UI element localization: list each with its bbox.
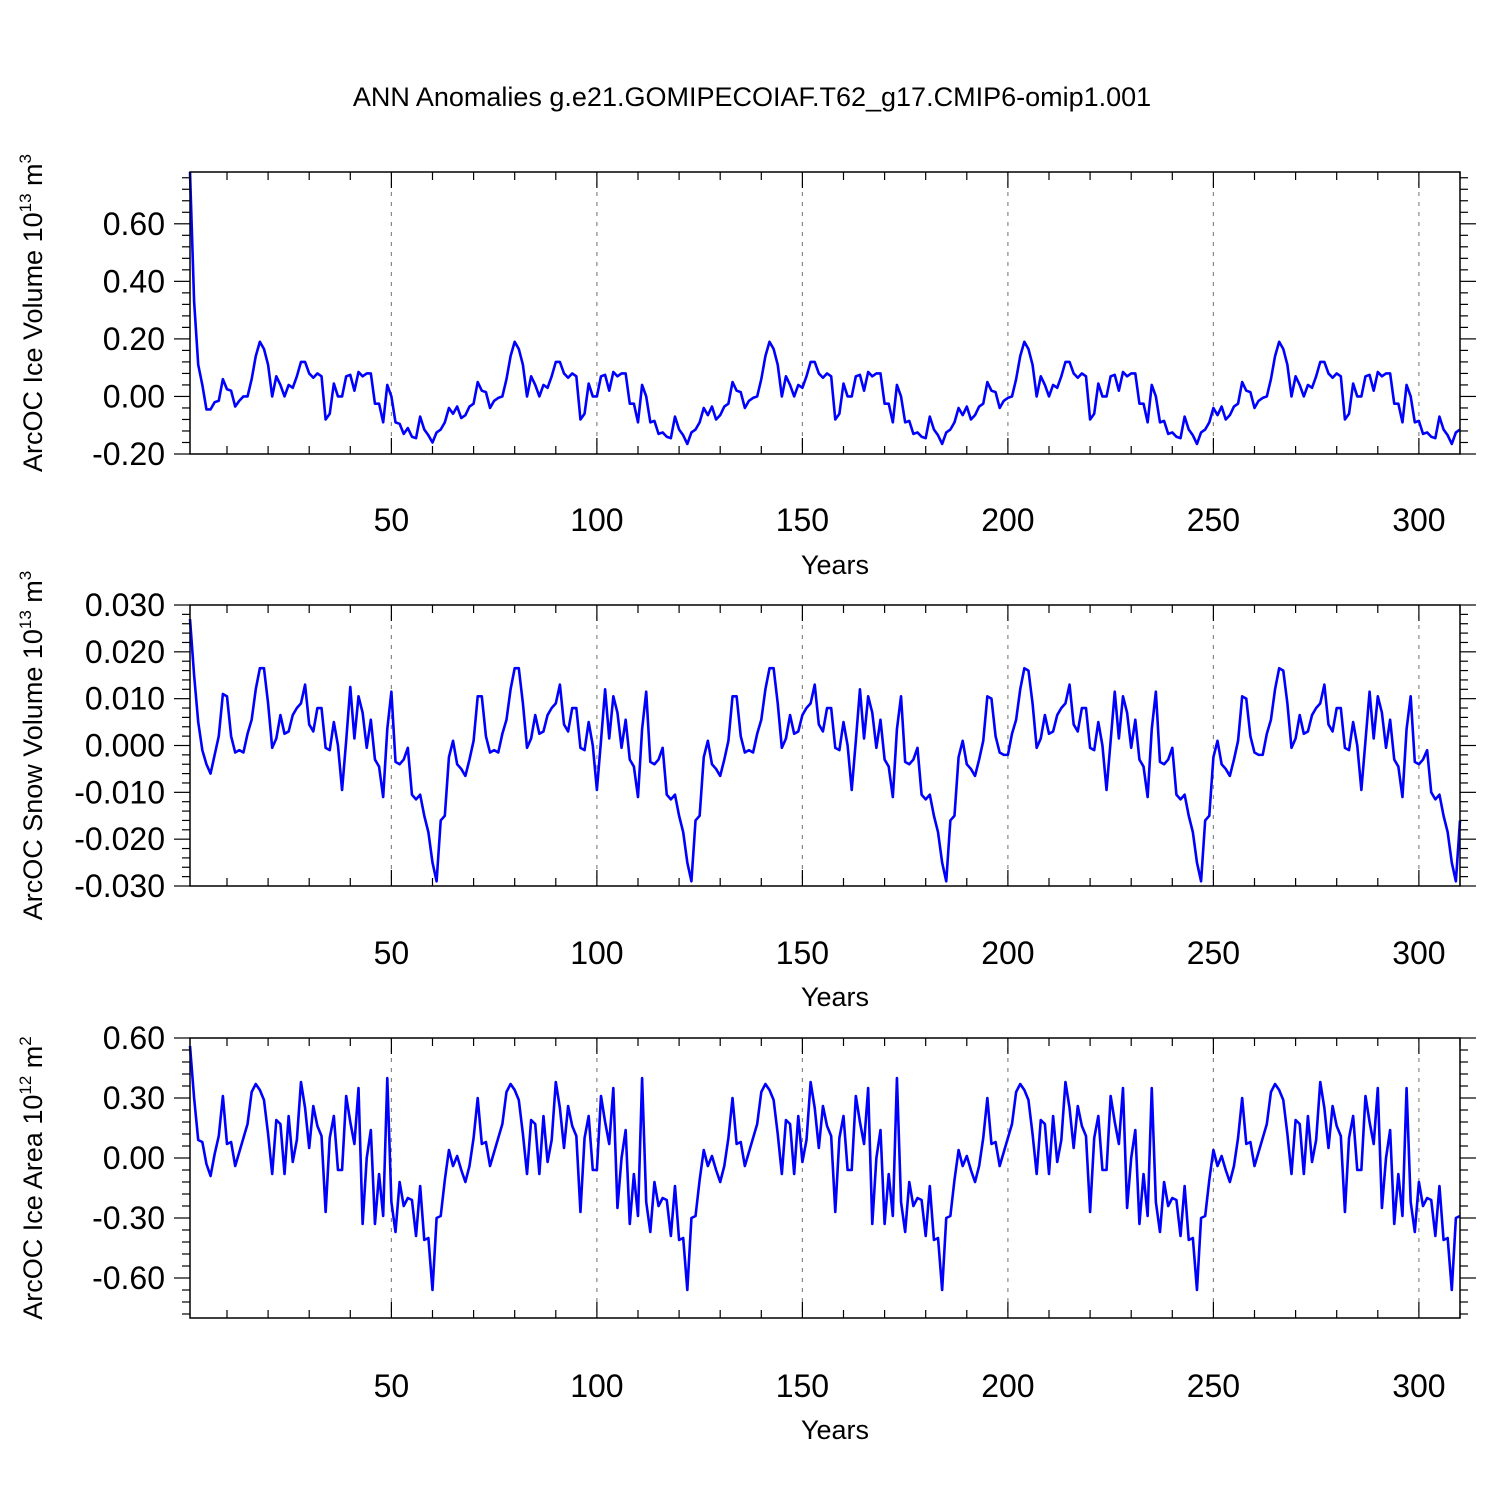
y-tick-label: 0.60 — [103, 1020, 165, 1056]
x-tick-label: 300 — [1392, 1368, 1445, 1404]
y-axis-title-unit-exponent: 3 — [16, 571, 35, 580]
x-axis-title: Years — [801, 982, 869, 1012]
y-tick-label: -0.010 — [74, 774, 165, 810]
y-tick-label: -0.30 — [92, 1200, 165, 1236]
x-tick-label: 100 — [570, 502, 623, 538]
plot-frame — [189, 1037, 1461, 1319]
y-axis-title-exponent: 13 — [16, 193, 35, 212]
x-tick-label: 250 — [1187, 1368, 1240, 1404]
y-tick-label: -0.20 — [92, 436, 165, 472]
panel-ice-volume: 50 100 150 200 250 300 -0.20 0.00 0.20 0.40 0.60 Ye… — [16, 154, 1476, 580]
y-axis-title-unit-exponent: 2 — [16, 1036, 35, 1045]
series-line — [188, 618, 1462, 883]
x-tick-label: 100 — [570, 1368, 623, 1404]
series-line — [188, 171, 1461, 446]
x-tick-label: 150 — [776, 1368, 829, 1404]
x-tick-label: 300 — [1392, 502, 1445, 538]
x-tick-label: 100 — [570, 935, 623, 971]
y-axis-title-text: ArcOC Ice Area 10 — [18, 1095, 48, 1320]
y-tick-label: 0.000 — [85, 728, 165, 764]
x-tick-label: 200 — [981, 935, 1034, 971]
y-tick-label: 0.40 — [103, 263, 165, 299]
y-axis-title-unit: m — [18, 1046, 48, 1076]
y-tick-label: -0.60 — [92, 1260, 165, 1296]
y-tick-label: 0.00 — [103, 378, 165, 414]
y-axis-title: ArcOC Ice Area 1012 m2 — [16, 1036, 48, 1320]
y-tick-label: 0.60 — [103, 206, 165, 242]
x-axis-title: Years — [801, 1415, 869, 1445]
x-tick-label: 50 — [374, 1368, 410, 1404]
y-tick-label: 0.30 — [103, 1080, 165, 1116]
x-tick-label: 200 — [981, 1368, 1034, 1404]
x-tick-label: 250 — [1187, 502, 1240, 538]
y-tick-label: 0.010 — [85, 681, 165, 717]
panel-snow-volume: 50 100 150 200 250 300 -0.030 -0.020 -0.010 0.000… — [16, 571, 1476, 1012]
y-axis-title-text: ArcOC Ice Volume 10 — [18, 212, 48, 472]
x-axis-title: Years — [801, 550, 869, 580]
x-tick-label: 200 — [981, 502, 1034, 538]
series-line — [188, 1045, 1461, 1292]
y-tick-label: 0.020 — [85, 634, 165, 670]
y-axis-title: ArcOC Ice Volume 1013 m3 — [16, 154, 48, 472]
y-tick-label: 0.00 — [103, 1140, 165, 1176]
plot-frame — [189, 171, 1461, 455]
y-axis-title-unit-exponent: 3 — [16, 154, 35, 163]
y-axis-title-exponent: 13 — [16, 610, 35, 629]
x-tick-label: 150 — [776, 502, 829, 538]
y-tick-label: -0.030 — [74, 868, 165, 904]
chart-title: ANN Anomalies g.e21.GOMIPECOIAF.T62_g17.… — [353, 82, 1151, 112]
y-axis-title-exponent: 12 — [16, 1076, 35, 1095]
x-tick-label: 150 — [776, 935, 829, 971]
y-tick-label: 0.20 — [103, 321, 165, 357]
y-axis-title-unit: m — [18, 163, 48, 193]
x-tick-label: 50 — [374, 935, 410, 971]
panels: 50 100 150 200 250 300-0.200.000.200.400.60Ye… — [16, 154, 1476, 1445]
panel-ice-area: 50 100 150 200 250 300 -0.60 -0.30 0.00 0.30 0.60 Y… — [16, 1020, 1476, 1445]
y-axis-title: ArcOC Snow Volume 1013 m3 — [16, 571, 48, 921]
x-tick-label: 250 — [1187, 935, 1240, 971]
y-axis-title-text: ArcOC Snow Volume 10 — [18, 629, 48, 920]
x-tick-label: 300 — [1392, 935, 1445, 971]
y-tick-label: -0.020 — [74, 821, 165, 857]
y-tick-label: 0.030 — [85, 587, 165, 623]
y-axis-title-unit: m — [18, 580, 48, 610]
x-tick-label: 50 — [374, 502, 410, 538]
